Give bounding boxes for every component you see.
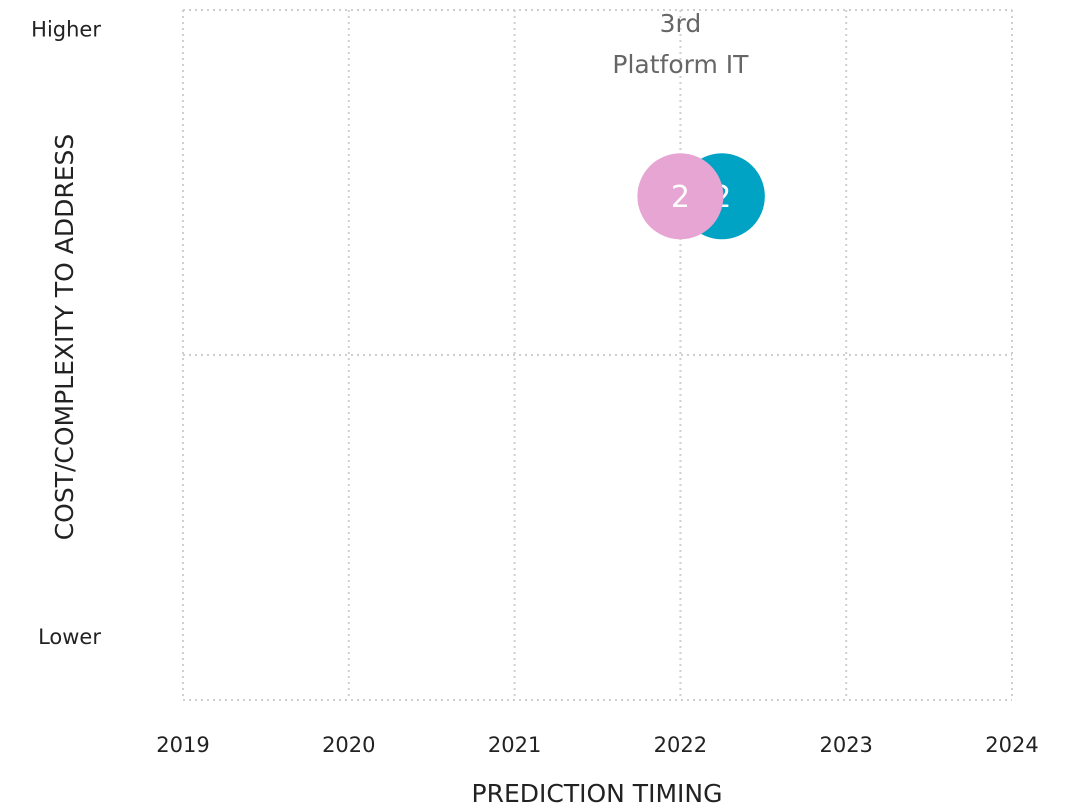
x-tick-label: 2024 [985,733,1038,757]
x-axis-title: PREDICTION TIMING [472,779,723,808]
x-tick-label: 2023 [819,733,872,757]
x-tick-label: 2019 [156,733,209,757]
x-tick-label: 2021 [488,733,541,757]
x-tick-label: 2020 [322,733,375,757]
bubble-label: 2 [671,180,690,215]
y-tick-label: Lower [38,625,101,649]
bubble-annotation: 3rd Platform IT [612,9,749,80]
y-axis-title: COST/COMPLEXITY TO ADDRESS [50,134,79,541]
x-tick-label: 2022 [654,733,707,757]
y-tick-label: Higher [31,18,101,42]
bubble [637,153,724,240]
